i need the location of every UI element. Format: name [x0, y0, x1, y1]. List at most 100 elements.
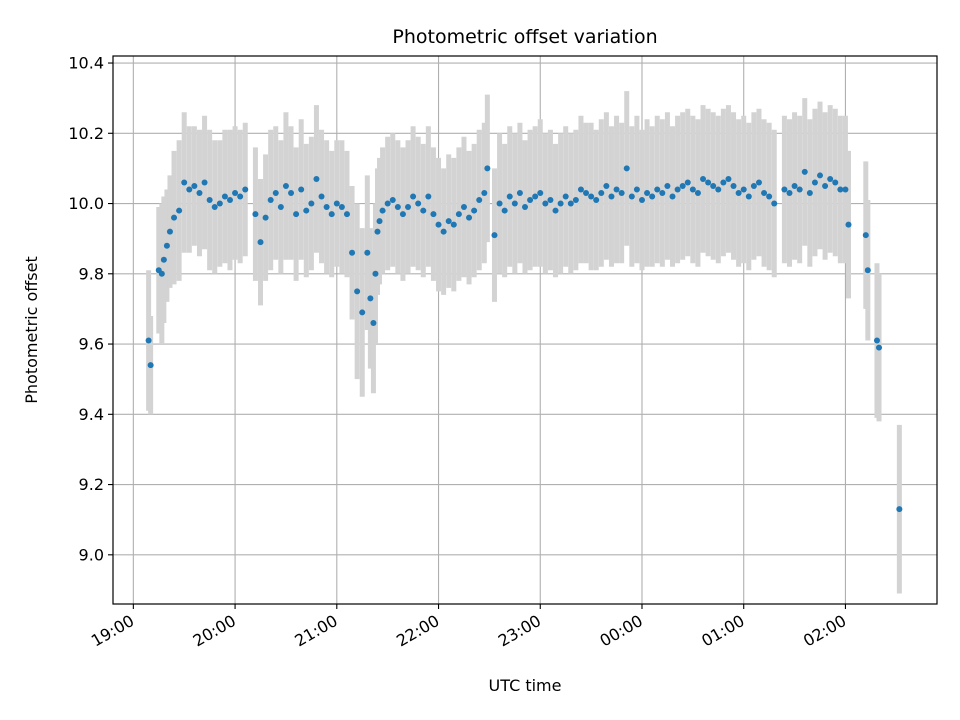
data-point — [196, 190, 203, 196]
data-point — [679, 182, 686, 189]
errorbar-layer — [146, 91, 902, 594]
data-point — [684, 179, 691, 186]
data-point — [384, 200, 391, 207]
data-point — [730, 182, 737, 189]
data-point — [832, 179, 839, 186]
data-point — [516, 190, 523, 196]
y-tick-label: 9.4 — [79, 405, 104, 424]
data-point — [644, 190, 651, 196]
data-point — [791, 182, 798, 189]
data-point — [372, 270, 379, 277]
data-point — [216, 200, 223, 207]
data-point — [771, 200, 778, 207]
data-point — [755, 179, 762, 186]
data-point — [527, 197, 534, 204]
data-point — [583, 190, 590, 196]
data-point — [700, 175, 707, 182]
data-point — [705, 179, 712, 186]
data-point — [349, 249, 356, 256]
data-point — [293, 211, 300, 218]
data-point — [588, 193, 595, 200]
data-point — [399, 211, 406, 218]
data-point — [511, 200, 518, 207]
data-point — [896, 506, 903, 513]
data-point — [750, 182, 757, 189]
data-point — [547, 197, 554, 204]
data-point — [389, 197, 396, 204]
y-tick-label: 10.4 — [68, 54, 104, 73]
data-point — [552, 207, 559, 214]
y-axis-ticks: 9.0 9.2 9.4 9.6 9.8 10.0 10.2 10.4 — [68, 54, 113, 564]
data-point — [163, 242, 170, 249]
data-point — [191, 182, 198, 189]
data-point — [654, 186, 661, 193]
data-point — [308, 200, 315, 207]
data-point — [354, 288, 361, 295]
x-axis-ticks: 19:00 20:00 21:00 22:00 23:00 00:00 01:00 02:00 — [88, 604, 849, 651]
data-point — [694, 190, 701, 196]
data-point — [613, 186, 620, 193]
data-point — [577, 186, 584, 193]
data-point — [796, 186, 803, 193]
data-point — [781, 186, 788, 193]
data-point — [359, 309, 366, 316]
data-point — [873, 337, 880, 344]
data-point — [501, 207, 508, 214]
data-point — [323, 204, 330, 211]
x-axis-label: UTC time — [489, 676, 562, 695]
data-point — [257, 239, 264, 246]
data-point — [460, 204, 467, 211]
data-point — [364, 249, 371, 256]
x-tick-label: 02:00 — [800, 611, 849, 651]
data-point — [817, 172, 824, 179]
y-tick-label: 10.2 — [68, 124, 104, 143]
data-point — [761, 190, 768, 196]
data-point — [318, 193, 325, 200]
data-point — [481, 190, 488, 196]
data-point — [160, 256, 167, 263]
data-point — [557, 200, 564, 207]
data-point — [633, 186, 640, 193]
data-point — [649, 193, 656, 200]
data-point — [379, 207, 386, 214]
data-point — [786, 190, 793, 196]
data-point — [476, 197, 483, 204]
x-tick-label: 19:00 — [88, 611, 137, 651]
data-point — [638, 197, 645, 204]
data-point — [628, 193, 635, 200]
y-tick-label: 9.8 — [79, 264, 104, 283]
x-tick-label: 20:00 — [190, 611, 239, 651]
data-point — [282, 182, 289, 189]
data-point — [496, 200, 503, 207]
data-point — [242, 186, 249, 193]
data-point — [211, 204, 218, 211]
data-point — [674, 186, 681, 193]
data-point — [864, 267, 871, 274]
data-point — [862, 232, 869, 239]
y-tick-label: 9.2 — [79, 475, 104, 494]
data-point — [394, 204, 401, 211]
data-point — [252, 211, 259, 218]
data-point — [166, 228, 173, 235]
data-point — [491, 232, 498, 239]
data-point — [845, 221, 852, 228]
data-point — [313, 175, 320, 182]
data-point — [766, 193, 773, 200]
data-point — [593, 197, 600, 204]
data-point — [405, 204, 412, 211]
x-tick-label: 22:00 — [393, 611, 442, 651]
data-point — [298, 186, 305, 193]
x-tick-label: 23:00 — [495, 611, 544, 651]
data-point — [420, 207, 427, 214]
data-point — [532, 193, 539, 200]
y-tick-label: 9.6 — [79, 335, 104, 354]
data-point — [328, 211, 335, 218]
data-point — [415, 200, 422, 207]
data-point — [572, 197, 579, 204]
data-point — [806, 190, 813, 196]
data-point — [664, 182, 671, 189]
data-point — [343, 211, 350, 218]
data-point — [537, 190, 544, 196]
